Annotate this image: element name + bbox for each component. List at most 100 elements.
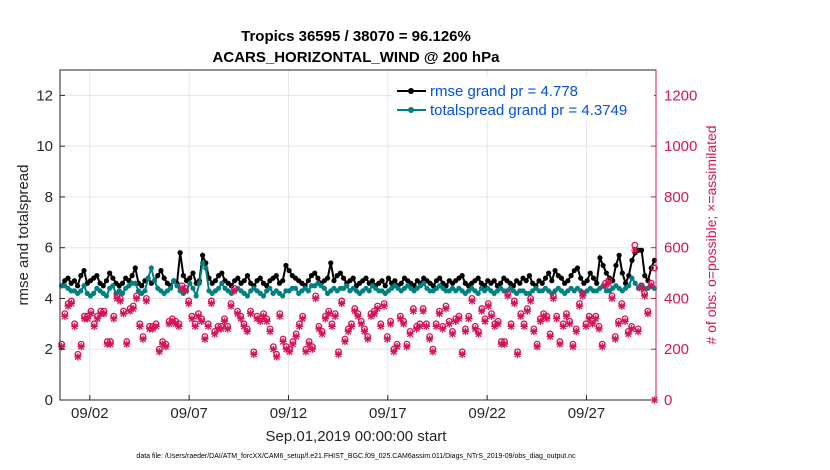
rmse-point — [139, 283, 145, 289]
rmse-point — [613, 262, 619, 269]
totalspread-point — [132, 280, 138, 286]
x-tick-label: 09/12 — [270, 405, 308, 422]
obs-assimilated-point — [360, 327, 369, 336]
x-tick-label: 09/22 — [468, 405, 506, 422]
rmse-point — [437, 275, 443, 281]
obs-assimilated-point — [412, 325, 421, 333]
rmse-point — [235, 275, 241, 281]
obs-assimilated-point — [370, 310, 378, 318]
obs-assimilated-point — [194, 312, 203, 320]
rmse-point — [549, 278, 555, 284]
obs-assimilated-point — [263, 317, 271, 325]
obs-assimilated-point — [341, 337, 349, 346]
obs-assimilated-point — [233, 310, 242, 318]
obs-assimilated-point — [611, 335, 619, 343]
obs-assimilated-point — [129, 304, 137, 313]
rmse-point — [590, 275, 597, 281]
rmse-point — [107, 270, 113, 276]
obs-assimilated-point — [566, 320, 574, 328]
obs-assimilated-point — [318, 330, 326, 338]
obs-assimilated-point — [546, 332, 554, 341]
y-tick-label: 2 — [45, 341, 53, 358]
totalspread-point — [632, 280, 638, 286]
totalspread-point — [219, 280, 225, 286]
y-right-tick-label: 600 — [664, 240, 689, 257]
x-tick-label: 09/07 — [170, 405, 208, 422]
totalspread-point — [148, 265, 154, 271]
obs-assimilated-point — [549, 294, 558, 303]
totalspread-point — [366, 288, 372, 294]
footer-datafile: data file: /Users/raeder/DAI/ATM_forcXX/… — [136, 453, 576, 460]
rmse-point — [273, 273, 279, 279]
y-tick-label: 8 — [45, 189, 53, 206]
rmse-point — [129, 273, 135, 279]
obs-assimilated-point — [494, 320, 502, 328]
obs-assimilated-point — [237, 315, 245, 323]
obs-assimilated-point — [634, 327, 642, 336]
rmse-point — [328, 260, 334, 266]
rmse-point — [315, 275, 321, 281]
obs-assimilated-point — [253, 315, 261, 323]
rmse-point — [244, 273, 251, 279]
obs-assimilated-point — [123, 340, 131, 348]
obs-assimilated-point — [136, 322, 144, 331]
obs-assimilated-point — [579, 292, 587, 300]
obs-assimilated-point — [377, 322, 385, 331]
legend-spread-label: totalspread grand pr = 4.3749 — [430, 102, 627, 119]
obs-assimilated-point — [461, 327, 470, 336]
obs-assimilated-point — [406, 330, 414, 338]
obs-assimilated-point — [185, 299, 193, 308]
obs-assimilated-point — [504, 292, 512, 300]
rmse-point — [603, 270, 609, 276]
obs-assimilated-point — [484, 302, 492, 310]
obs-assimilated-point — [373, 304, 382, 313]
rmse-series — [59, 247, 657, 289]
obs-assimilated-point — [331, 312, 339, 320]
obs-assimilated-point — [539, 312, 548, 320]
obs-assimilated-point — [487, 312, 496, 320]
rmse-point — [526, 273, 533, 279]
totalspread-point — [119, 290, 126, 296]
rmse-point — [491, 278, 497, 284]
obs-assimilated-point — [64, 302, 72, 310]
obs-assimilated-point — [188, 315, 196, 323]
rmse-point — [312, 270, 318, 276]
rmse-point — [642, 273, 648, 279]
obs-assimilated-point — [510, 299, 518, 308]
obs-assimilated-point — [513, 350, 522, 358]
obs-assimilated-point — [292, 332, 300, 341]
rmse-point — [331, 278, 337, 284]
obs-assimilated-point — [631, 246, 639, 254]
obs-assimilated-point — [276, 312, 284, 320]
obs-assimilated-point — [380, 302, 388, 310]
obs-assimilated-point — [572, 327, 580, 336]
obs-assimilated-point — [543, 315, 551, 323]
rmse-point — [369, 278, 376, 284]
rmse-point — [584, 278, 590, 284]
obs-assimilated-point — [364, 335, 372, 343]
rmse-point — [286, 267, 292, 274]
obs-assimilated-point — [393, 343, 401, 351]
rmse-point — [78, 273, 84, 279]
obs-assimilated-point — [588, 320, 597, 328]
rmse-point — [100, 283, 106, 289]
obs-assimilated-point — [458, 350, 466, 358]
obs-assimilated-point — [530, 327, 538, 336]
obs-assimilated-point — [198, 317, 206, 325]
totalspread-point — [344, 283, 350, 289]
rmse-point — [241, 278, 247, 284]
obs-assimilated-point — [295, 322, 304, 331]
obs-assimilated-point — [562, 312, 571, 320]
totalspread-point — [167, 285, 174, 291]
obs-possible-series — [58, 241, 658, 358]
rmse-point — [280, 278, 286, 284]
obs-assimilated-point — [465, 315, 473, 323]
y-right-tick-label: 200 — [664, 341, 689, 358]
rmse-point — [475, 275, 481, 281]
obs-assimilated-point — [399, 320, 408, 328]
obs-assimilated-point — [152, 322, 160, 331]
rmse-point — [539, 280, 545, 286]
rmse-point — [398, 280, 404, 286]
obs-assimilated-point — [191, 322, 199, 331]
totalspread-point — [321, 285, 327, 291]
